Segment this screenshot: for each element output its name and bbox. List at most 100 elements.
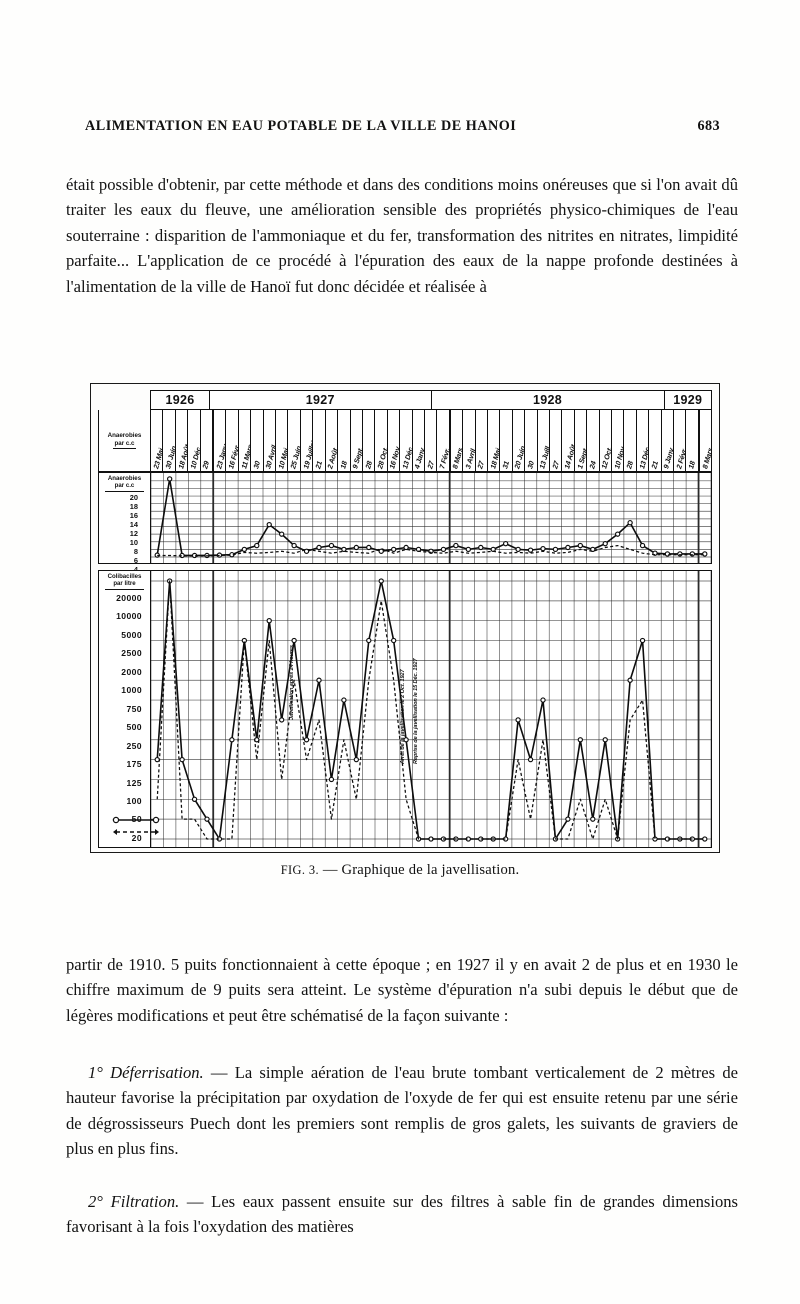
date-cell: 18 [338,410,351,471]
date-label: 18 Août [175,443,189,470]
date-cell: 13 Juill. [538,410,550,471]
scale-tick-anaerobies: 20 [129,493,138,502]
page-number: 683 [697,118,720,134]
anaerobies-legend-title: Anaerobies par c.c [99,475,150,492]
date-cell: 18 Mai [487,410,501,471]
scale-tick-colibacilles: 125 [126,777,142,788]
date-cell: 30 Avril [264,410,277,471]
date-label: 4 Janv. [412,445,425,470]
chart-panel-colibacilles: Colibacilles par litre 20000 10000 5000 250… [98,570,712,848]
colibacilles-plot: Javellisation après 24 heures Arrêt de l… [151,571,711,847]
filtration-label: 2° Filtration. [88,1192,180,1211]
date-cell: 21 [649,410,662,471]
colibacilles-legend-title: Colibacilles par litre [99,573,150,590]
date-cell: 10 Mai [276,410,289,471]
scale-tick-anaerobies: 14 [129,520,138,529]
date-cell: 9 Sept. [351,410,363,471]
annotation-arret-javellisation: Arrêt de la javellisation le 2 Oct. 1927 [399,669,406,765]
date-label: 28 [624,460,636,470]
scale-tick-colibacilles: 1000 [121,685,142,696]
filtration-text: — Les eaux passent ensuite sur des filtr… [66,1192,739,1237]
scale-tick-anaerobies: 10 [129,538,138,547]
date-cell: 25 Juin [288,410,301,471]
date-label: 18 Mai [487,447,501,470]
date-label: 9 Sept. [350,446,363,470]
colibacilles-plot-svg [151,571,711,847]
chart-date-header: Anaerobies par c.c 23 Mai 30 Juin 18 Août 1… [98,410,712,472]
date-cell: 13 Déc. [400,410,413,471]
figure-key-svg [112,816,160,835]
date-label: 30 [251,460,262,470]
date-cell: 7 Févr. [437,410,451,471]
date-cell: 28 [624,410,637,471]
date-cell: 31 [500,410,513,471]
date-cell: 14 Août [562,410,575,471]
date-cell: 30 [251,410,264,471]
date-label: 27 [424,460,436,470]
scale-tick-anaerobies: 4 [134,565,138,574]
scale-tick-colibacilles: 500 [126,722,142,733]
date-cell: 16 Févr. [226,410,239,471]
date-cell: 19 Juillet [301,410,314,471]
date-label: 28 Oct. [375,445,388,470]
scale-tick-colibacilles: 20 [131,832,142,843]
date-label: 16 Nov. [387,444,401,470]
scale-tick-colibacilles: 750 [126,703,142,714]
date-label: 21 [313,460,324,470]
date-cell: 11 Mars [238,410,252,471]
date-cell: 8 Mars [451,410,464,471]
scale-tick-anaerobies: 6 [133,556,138,565]
date-cell: 20 Juin [512,410,526,471]
date-cell: 10 Nov. [612,410,625,471]
date-axis-title: Anaerobies par c.c [99,410,151,471]
date-cell: 13 Déc. [637,410,650,471]
year-label: 1929 [673,393,703,407]
date-cell: 27 [550,410,563,471]
date-label: 28 [362,460,374,470]
year-label: 1926 [165,393,195,407]
date-label: 27 [550,460,561,470]
date-label: 31 [500,460,512,470]
figure-key [112,811,182,841]
date-label: 1 Sept. [574,446,588,470]
year-cell-1927: 1927 [209,390,431,410]
date-label: 10 Nov. [612,444,625,470]
date-cell: 16 Nov. [387,410,401,471]
year-cell-1929: 1929 [663,390,712,410]
date-label: 23 Mai [151,447,164,470]
date-cell: 1 Sept. [574,410,588,471]
date-label: 8 Mars [699,446,712,470]
date-label: 16 Févr. [226,443,239,470]
date-label: 11 Mars [238,443,252,470]
date-cell: 2 Août [326,410,339,471]
date-axis-title-line2: par c.c [112,440,137,449]
annotation-reprise-javellisation: Reprise de la javellisation le 15 Déc. 1… [412,658,419,765]
scale-tick-colibacilles: 100 [126,795,142,806]
date-label: 30 [525,460,536,470]
paragraph-mid: partir de 1910. 5 puits fonctionnaient à… [66,952,738,1028]
year-label: 1928 [533,393,563,407]
date-label: 13 Juill. [537,443,550,470]
scale-tick-colibacilles: 2000 [121,666,142,677]
paragraph-filtration: 2° Filtration. — Les eaux passent ensuit… [66,1189,738,1240]
scale-tick-anaerobies: 8 [133,547,138,556]
scale-tick-colibacilles: 250 [126,740,142,751]
running-head-title: ALIMENTATION EN EAU POTABLE DE LA VILLE … [85,117,517,135]
date-cell: 23 Mai [151,410,164,471]
date-label: 27 [475,460,487,470]
date-label: 10 Déc. [188,444,201,470]
scale-tick-colibacilles: 2500 [121,648,142,659]
year-label: 1927 [305,393,335,407]
date-label: 13 Déc. [400,444,413,470]
date-cell: 30 Juin [163,410,176,471]
date-cell: 4 Janv. [413,410,425,471]
date-cell: 8 Mars [700,410,711,471]
date-cell: 23 Janv [214,410,227,471]
date-label: 20 Juin [512,444,526,470]
scale-tick-anaerobies: 18 [129,502,138,511]
colibacilles-legend: Colibacilles par litre 20000 10000 5000 250… [99,571,151,847]
date-label: 24 [587,460,598,470]
date-label: 29 [200,460,212,470]
date-cell: 24 [587,410,600,471]
